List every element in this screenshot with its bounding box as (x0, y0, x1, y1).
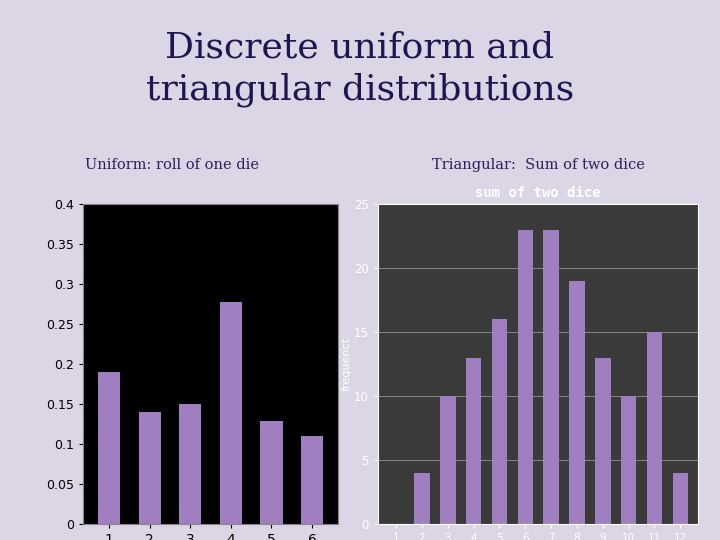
Bar (544, 230, 559, 524)
Bar (220, 301, 242, 524)
Bar (518, 230, 533, 524)
Bar (672, 472, 688, 524)
Bar (98, 372, 120, 524)
Bar (595, 357, 611, 524)
Bar (492, 319, 507, 524)
Bar (647, 332, 662, 524)
Text: Triangular:  Sum of two dice: Triangular: Sum of two dice (432, 158, 644, 172)
Bar (440, 396, 456, 524)
Text: Discrete uniform and
triangular distributions: Discrete uniform and triangular distribu… (146, 30, 574, 107)
Bar (570, 281, 585, 524)
Bar (621, 396, 636, 524)
Bar (301, 436, 323, 524)
Bar (466, 357, 482, 524)
Bar (179, 404, 202, 524)
Bar (261, 421, 283, 524)
Y-axis label: frequenct: frequenct (341, 337, 351, 391)
Bar (138, 412, 161, 524)
Text: Uniform: roll of one die: Uniform: roll of one die (85, 158, 259, 172)
Bar (414, 472, 430, 524)
Title: sum of two dice: sum of two dice (475, 186, 601, 200)
